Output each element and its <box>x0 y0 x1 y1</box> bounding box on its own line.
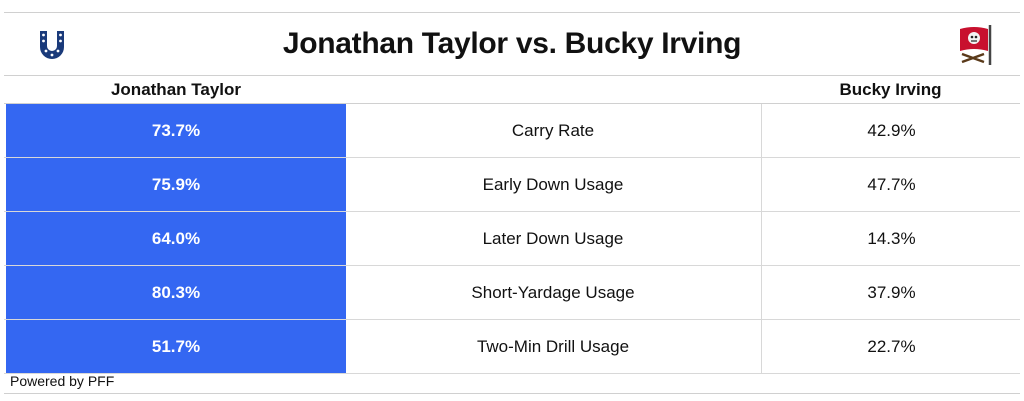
metric-label: Later Down Usage <box>482 229 624 248</box>
table-row: 64.0% Later Down Usage 14.3% <box>4 212 1020 266</box>
left-value: 64.0% <box>6 212 346 265</box>
table-row: 51.7% Two-Min Drill Usage 22.7% <box>4 320 1020 374</box>
top-border <box>4 12 1020 13</box>
table-row: 80.3% Short-Yardage Usage 37.9% <box>4 266 1020 320</box>
left-value: 80.3% <box>6 266 346 319</box>
page-title: Jonathan Taylor vs. Bucky Irving <box>282 27 742 60</box>
buccaneers-flag-icon <box>960 25 992 65</box>
table-row: 75.9% Early Down Usage 47.7% <box>4 158 1020 212</box>
powered-by-label: Powered by PFF <box>10 373 115 389</box>
metric-label: Short-Yardage Usage <box>471 283 635 302</box>
right-value: 37.9% <box>761 266 1021 319</box>
horseshoe-icon <box>40 31 64 59</box>
left-value: 73.7% <box>6 104 346 157</box>
comparison-card: Jonathan Taylor vs. Bucky Irving Jonatha… <box>4 12 1020 394</box>
metric-label: Two-Min Drill Usage <box>476 337 630 356</box>
left-value: 75.9% <box>6 158 346 211</box>
right-value: 42.9% <box>761 104 1021 157</box>
right-value: 14.3% <box>761 212 1021 265</box>
bottom-border <box>4 393 1020 394</box>
table-row: 73.7% Carry Rate 42.9% <box>4 104 1020 158</box>
columns-divider <box>4 103 1020 104</box>
metric-label: Carry Rate <box>511 121 595 140</box>
right-value: 22.7% <box>761 320 1021 373</box>
header-divider <box>4 75 1020 76</box>
left-player-label: Jonathan Taylor <box>110 80 242 99</box>
left-value: 51.7% <box>6 320 346 373</box>
metric-label: Early Down Usage <box>482 175 624 194</box>
header: Jonathan Taylor vs. Bucky Irving <box>4 13 1020 75</box>
stats-table: 73.7% Carry Rate 42.9% 75.9% Early Down … <box>4 104 1020 374</box>
right-value: 47.7% <box>761 158 1021 211</box>
right-player-label: Bucky Irving <box>839 80 942 99</box>
